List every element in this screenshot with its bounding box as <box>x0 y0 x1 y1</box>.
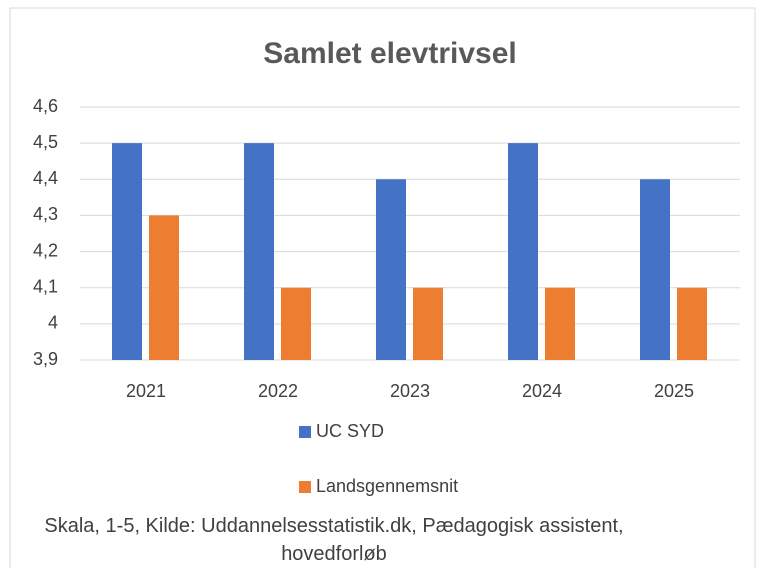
bar <box>112 143 142 360</box>
y-tick-label: 4,3 <box>33 204 58 224</box>
bar <box>244 143 274 360</box>
y-tick-label: 4 <box>48 313 58 333</box>
bar <box>677 287 707 360</box>
legend-swatch <box>299 426 311 438</box>
y-tick-label: 4,6 <box>33 96 58 116</box>
bar <box>545 287 575 360</box>
caption: Skala, 1-5, Kilde: Uddannelsesstatistik.… <box>44 515 624 565</box>
y-tick-label: 3,9 <box>33 349 58 369</box>
x-tick-label: 2021 <box>126 381 166 401</box>
legend-label: UC SYD <box>316 421 384 441</box>
x-tick-label: 2025 <box>654 381 694 401</box>
bar <box>640 179 670 360</box>
bar <box>508 143 538 360</box>
chart-title: Samlet elevtrivsel <box>263 37 517 70</box>
x-tick-label: 2023 <box>390 381 430 401</box>
y-tick-label: 4,5 <box>33 132 58 152</box>
x-tick-label: 2024 <box>522 381 562 401</box>
bar <box>376 179 406 360</box>
y-tick-label: 4,2 <box>33 240 58 260</box>
y-tick-label: 4,4 <box>33 168 58 188</box>
x-tick-label: 2022 <box>258 381 298 401</box>
legend-label: Landsgennemsnit <box>316 476 458 496</box>
y-tick-label: 4,1 <box>33 276 58 296</box>
chart-border <box>9 7 756 568</box>
bar <box>413 287 443 360</box>
bar <box>149 215 179 360</box>
bar <box>281 287 311 360</box>
legend-swatch <box>299 481 311 493</box>
